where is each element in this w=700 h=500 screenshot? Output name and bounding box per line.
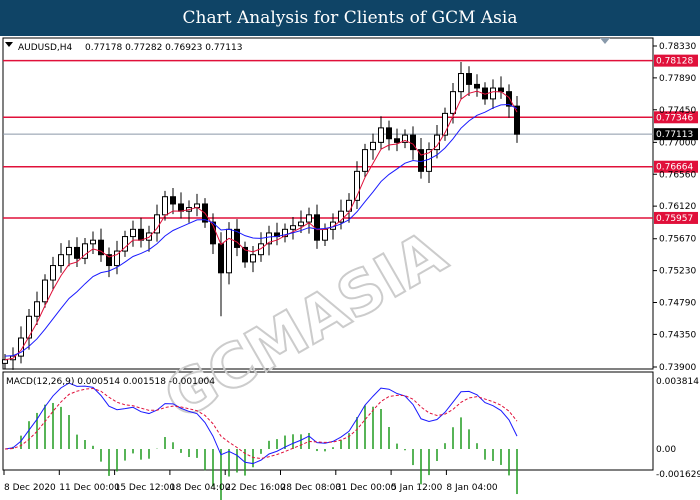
candle-body: [514, 105, 520, 135]
candle-body: [138, 228, 144, 241]
candle-body: [242, 246, 248, 263]
candle-body: [218, 243, 224, 274]
candle-body: [42, 279, 48, 303]
candle-body: [394, 138, 400, 143]
chart-window[interactable]: GCMASIA 0.78128 0.77346 0.76664 0.75957 0.77…: [0, 36, 700, 500]
candle-body: [338, 210, 344, 223]
time-tick-label: 5 Jan 12:00: [391, 483, 443, 493]
price-pane: [2, 37, 654, 370]
price-tick-label: 0.74350: [659, 330, 696, 340]
candle-body: [354, 170, 360, 201]
candle-body: [74, 246, 80, 259]
level-price-box: [654, 211, 698, 224]
candle-body: [266, 232, 272, 245]
ohlc-header: 0.77178 0.77282 0.76923 0.77113: [85, 43, 242, 53]
candle-body: [490, 87, 496, 100]
price-chart[interactable]: GCMASIA 0.78128 0.77346 0.76664 0.75957 0.77…: [0, 36, 700, 500]
candle-body: [466, 73, 472, 85]
candle-body: [498, 87, 504, 93]
current-price-box: [654, 128, 698, 141]
time-tick-label: 18 Dec 04:00: [170, 483, 231, 493]
level-price-label: 0.76664: [656, 163, 693, 173]
candle-body: [410, 134, 416, 151]
candle-body: [114, 250, 120, 267]
candle-body: [234, 228, 240, 248]
candle-body: [282, 228, 288, 238]
candle-body: [82, 243, 88, 259]
candle-body: [18, 337, 24, 357]
candle-body: [362, 149, 368, 172]
watermark: GCMASIA: [153, 217, 458, 434]
candle-body: [66, 246, 72, 256]
candle-body: [386, 127, 392, 140]
ma-slow-line: [4, 103, 518, 357]
price-tick-label: 0.75670: [659, 235, 696, 245]
candle-body: [210, 221, 216, 245]
candle-body: [122, 236, 128, 252]
level-price-box: [654, 111, 698, 124]
candle-body: [458, 73, 464, 93]
chart-shift-marker-icon[interactable]: [600, 38, 610, 44]
signal-line: [4, 387, 518, 460]
candle-body: [90, 239, 96, 245]
candle-body: [298, 221, 304, 227]
time-tick-label: 28 Dec 08:00: [281, 483, 342, 493]
level-price-box: [654, 160, 698, 173]
candle-body: [162, 196, 168, 216]
price-tick-label: 0.73900: [659, 363, 696, 373]
candle-body: [290, 225, 296, 230]
collapse-triangle-icon[interactable]: [5, 42, 13, 47]
page-title: Chart Analysis for Clients of GCM Asia: [0, 0, 700, 36]
macd-pane: [2, 371, 654, 471]
candle-body: [450, 91, 456, 114]
price-tick-label: 0.74790: [659, 299, 696, 309]
price-tick-label: 0.76560: [659, 170, 696, 180]
time-tick-label: 22 Dec 16:00: [225, 483, 286, 493]
candle-body: [226, 228, 232, 274]
candle-body: [170, 196, 176, 205]
candle-body: [474, 83, 480, 89]
candle-body: [506, 91, 512, 107]
level-price-box: [654, 54, 698, 67]
candle-body: [250, 254, 256, 263]
candle-body: [178, 203, 184, 212]
candle-body: [50, 265, 56, 281]
time-tick-label: 15 Dec 12:00: [115, 483, 176, 493]
candle-body: [58, 254, 64, 267]
current-price-label: 0.77113: [656, 130, 693, 140]
price-tick-label: 0.77000: [659, 138, 696, 148]
candle-body: [130, 228, 136, 238]
time-tick-label: 8 Dec 2020: [4, 483, 56, 493]
candle-body: [98, 239, 104, 256]
macd-header: MACD(12,26,9) 0.000514 0.001518 -0.00100…: [6, 377, 215, 387]
price-tick-label: 0.75230: [659, 267, 696, 277]
time-tick-label: 8 Jan 04:00: [446, 483, 498, 493]
symbol-header: AUDUSD,H4: [18, 43, 73, 53]
candle-body: [106, 254, 112, 267]
candle-body: [2, 359, 8, 364]
candle-body: [306, 214, 312, 223]
candle-body: [442, 112, 448, 136]
candle-body: [34, 301, 40, 317]
price-tick-label: 0.76120: [659, 202, 696, 212]
time-tick-label: 31 Dec 00:00: [336, 483, 397, 493]
macd-tick-label: 0.003814: [656, 377, 699, 387]
candle-body: [346, 199, 352, 212]
macd-tick-label: -0.001629: [656, 470, 700, 480]
candle-body: [378, 127, 384, 143]
price-tick-label: 0.77890: [659, 74, 696, 84]
time-tick-label: 11 Dec 00:00: [59, 483, 120, 493]
ma-fast-line: [4, 90, 518, 361]
macd-tick-label: 0.00: [656, 445, 676, 455]
level-price-label: 0.75957: [656, 214, 693, 224]
price-tick-label: 0.77450: [659, 106, 696, 116]
level-price-label: 0.78128: [656, 57, 693, 67]
price-tick-label: 0.78330: [659, 42, 696, 52]
candle-body: [26, 315, 32, 339]
candle-body: [402, 134, 408, 143]
candle-body: [370, 141, 376, 151]
candle-body: [322, 228, 328, 241]
level-price-label: 0.77346: [656, 113, 693, 123]
macd-line: [4, 382, 518, 465]
